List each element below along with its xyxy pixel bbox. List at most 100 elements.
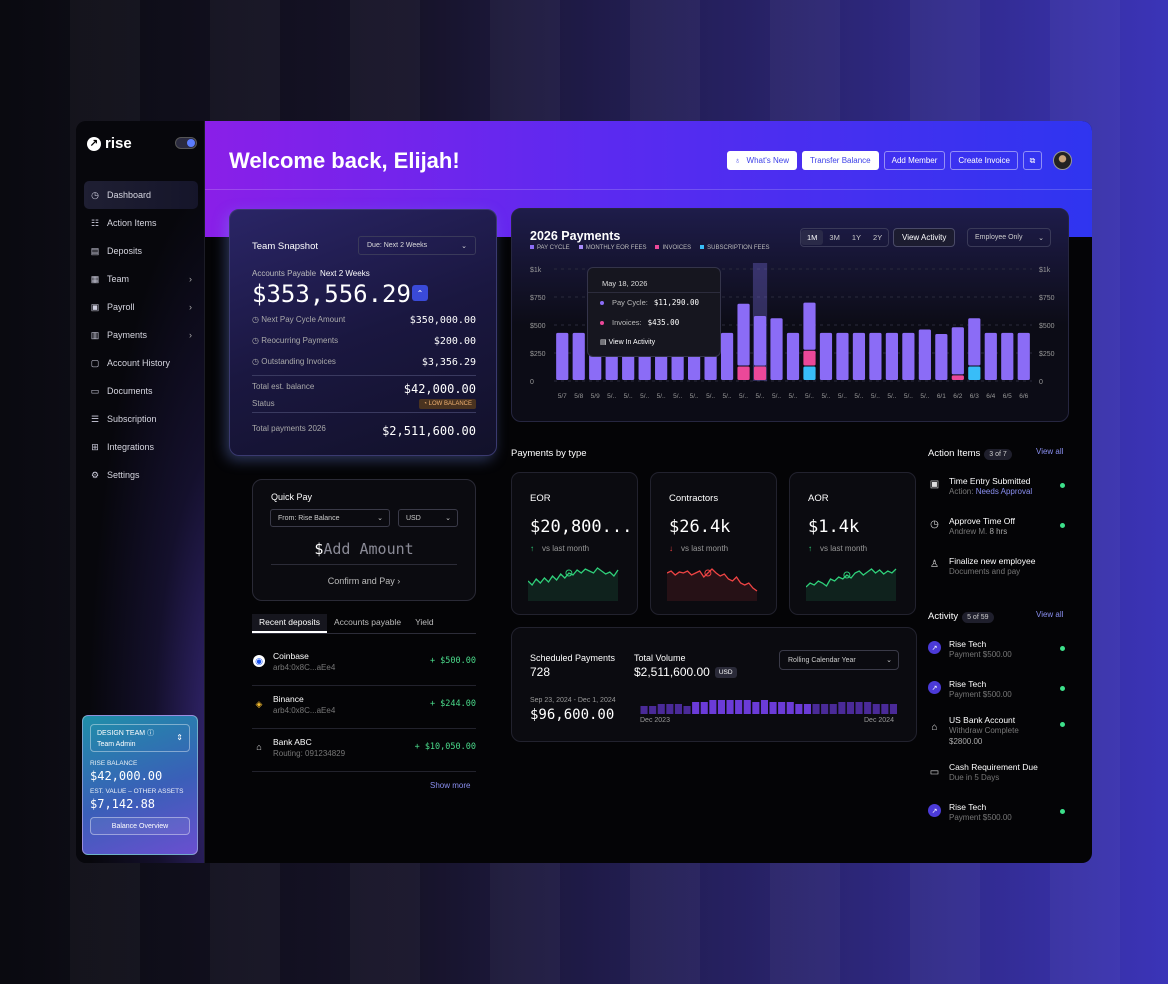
due-select[interactable]: Due: Next 2 Weeks ⌄	[358, 236, 476, 255]
bar	[1001, 332, 1014, 380]
sidebar-item-label: Subscription	[107, 414, 157, 424]
sidebar-item-payroll[interactable]: ▣ Payroll ›	[84, 293, 198, 321]
tab-accounts-payable[interactable]: Accounts payable	[333, 617, 402, 627]
show-more-link[interactable]: Show more	[430, 781, 471, 790]
sidebar-item-account-history[interactable]: ▢ Account History	[84, 349, 198, 377]
chevron-up-icon[interactable]: ⌃	[412, 285, 428, 301]
balance-overview-button[interactable]: Balance Overview	[90, 817, 190, 835]
amount-placeholder: Add Amount	[323, 540, 414, 558]
ap-label-text: Accounts Payable	[252, 269, 317, 278]
range-1y[interactable]: 1Y	[851, 233, 862, 242]
sidebar-item-integrations[interactable]: ⊞ Integrations	[84, 433, 198, 461]
view-in-activity-link[interactable]: ▤ View In Activity	[600, 338, 655, 346]
status-dot	[1060, 523, 1065, 528]
create-invoice-button[interactable]: Create Invoice	[950, 151, 1018, 170]
chart-legend: PAY CYCLE MONTHLY EOR FEES INVOICES SUBS…	[530, 245, 770, 251]
mini-bar	[743, 700, 751, 714]
activity-item[interactable]: ▭ Cash Requirement Due Due in 5 Days	[928, 762, 1068, 796]
add-member-button[interactable]: Add Member	[883, 151, 946, 170]
theme-toggle[interactable]	[175, 137, 197, 149]
tab-yield[interactable]: Yield	[415, 617, 434, 627]
mini-bar	[786, 702, 794, 714]
currency-select[interactable]: USD ⌄	[398, 509, 458, 527]
bar	[968, 318, 981, 366]
lightbulb-icon: ♁	[734, 156, 741, 165]
sparkline-marker	[843, 571, 851, 579]
whats-new-button[interactable]: ♁ What's New	[726, 151, 797, 170]
eor-card[interactable]: EOR $20,800... ↑ vs last month	[511, 472, 638, 615]
range-1m[interactable]: 1M	[801, 230, 824, 245]
sparkline-area	[528, 568, 618, 601]
chevron-right-icon: ›	[189, 274, 192, 284]
sidebar-item-subscription[interactable]: ☰ Subscription	[84, 405, 198, 433]
contractors-card[interactable]: Contractors $26.4k ↓ vs last month	[650, 472, 777, 615]
activity-item[interactable]: ⌂ US Bank Account Withdraw Complete $280…	[928, 715, 1068, 755]
sidebar-item-payments[interactable]: ▥ Payments ›	[84, 321, 198, 349]
aor-card[interactable]: AOR $1.4k ↑ vs last month	[789, 472, 916, 615]
activity-sub: Payment $500.00	[949, 650, 1012, 659]
status-label: Status	[252, 399, 275, 408]
quick-pay-title: Quick Pay	[271, 492, 313, 502]
logo[interactable]: ↗ rise	[87, 135, 132, 152]
from-select[interactable]: From: Rise Balance ⌄	[270, 509, 390, 527]
row-label: Outstanding Invoices	[261, 357, 336, 366]
sparkline-marker	[704, 569, 712, 577]
confirm-and-pay-button[interactable]: Confirm and Pay ›	[253, 576, 475, 586]
x-tick-label: 5/7	[558, 393, 567, 400]
action-item-sub: Documents and pay	[949, 567, 1021, 576]
range-3m[interactable]: 3M	[829, 233, 840, 242]
tooltip-value: $435.00	[647, 318, 680, 327]
action-item-sub-prefix: Andrew M.	[949, 527, 988, 536]
document-icon: ▤	[600, 339, 607, 346]
external-link-button[interactable]: ⧉	[1023, 151, 1042, 170]
sidebar-item-deposits[interactable]: ▤ Deposits	[84, 237, 198, 265]
deposit-tabs: Recent deposits Accounts payable Yield	[252, 614, 476, 634]
dashboard-icon: ◷	[91, 189, 99, 200]
bank-icon: ⌂	[256, 742, 262, 752]
calendar-icon: ▣	[929, 479, 940, 490]
x-tick-label: 5/..	[854, 393, 863, 400]
sidebar-item-team[interactable]: ▦ Team ›	[84, 265, 198, 293]
team-selector[interactable]: DESIGN TEAM ⓘ Team Admin ⇕	[90, 724, 190, 752]
sidebar-item-documents[interactable]: ▭ Documents	[84, 377, 198, 405]
sidebar-item-settings[interactable]: ⚙ Settings	[84, 461, 198, 489]
range-2y[interactable]: 2Y	[873, 233, 883, 242]
row-label: Next Pay Cycle Amount	[261, 315, 346, 324]
list-item[interactable]: ◉ Coinbase arb4:0x8C...aEe4 + $500.00	[252, 644, 476, 686]
balance-card: DESIGN TEAM ⓘ Team Admin ⇕ RISE BALANCE …	[82, 715, 198, 855]
action-item[interactable]: ▣ Time Entry Submitted Action: Needs App…	[928, 476, 1068, 510]
sidebar: ↗ rise ◷ Dashboard ☷ Action Items ▤ Depo…	[76, 121, 205, 863]
transfer-balance-button[interactable]: Transfer Balance	[801, 151, 879, 170]
clock-icon: ◷	[252, 357, 259, 366]
sidebar-item-action-items[interactable]: ☷ Action Items	[84, 209, 198, 237]
deposit-sub: arb4:0x8C...aEe4	[273, 706, 336, 715]
amount-input[interactable]: $Add Amount	[253, 540, 475, 558]
x-tick-label: 5/..	[772, 393, 781, 400]
list-item[interactable]: ◈ Binance arb4:0x8C...aEe4 + $244.00	[252, 687, 476, 729]
x-tick-label: 5/..	[607, 393, 616, 400]
sidebar-item-dashboard[interactable]: ◷ Dashboard	[84, 181, 198, 209]
activity-item[interactable]: ↗ Rise Tech Payment $500.00	[928, 639, 1068, 673]
activity-item[interactable]: ↗ Rise Tech Payment $500.00	[928, 679, 1068, 713]
activity-item[interactable]: ↗ Rise Tech Payment $500.00	[928, 802, 1068, 836]
activity-view-all[interactable]: View all	[1036, 610, 1064, 619]
y-tick-label: $250	[1039, 351, 1055, 358]
x-tick-label: 5/..	[821, 393, 830, 400]
employee-select[interactable]: Employee Only ⌄	[967, 228, 1051, 247]
action-items-view-all[interactable]: View all	[1036, 447, 1064, 456]
mini-bar	[864, 702, 872, 714]
period-select[interactable]: Rolling Calendar Year ⌄	[779, 650, 899, 670]
rise-icon: ↗	[928, 681, 941, 694]
x-tick-label: 5/9	[591, 393, 600, 400]
other-assets-label: EST. VALUE – OTHER ASSETS	[90, 788, 184, 795]
kpi-change: ↑ vs last month	[530, 544, 589, 553]
mini-bar	[889, 704, 897, 714]
tab-recent-deposits[interactable]: Recent deposits	[252, 614, 327, 633]
action-item[interactable]: ◷ Approve Time Off Andrew M. 8 hrs	[928, 516, 1068, 550]
view-activity-button[interactable]: View Activity	[893, 228, 956, 247]
kpi-change: ↓ vs last month	[669, 544, 728, 553]
avatar[interactable]	[1053, 151, 1072, 170]
action-item[interactable]: ♙ Finalize new employee Documents and pa…	[928, 556, 1068, 590]
deposit-name: Coinbase	[273, 651, 309, 661]
list-item[interactable]: ⌂ Bank ABC Routing: 091234829 + $10,050.…	[252, 730, 476, 772]
